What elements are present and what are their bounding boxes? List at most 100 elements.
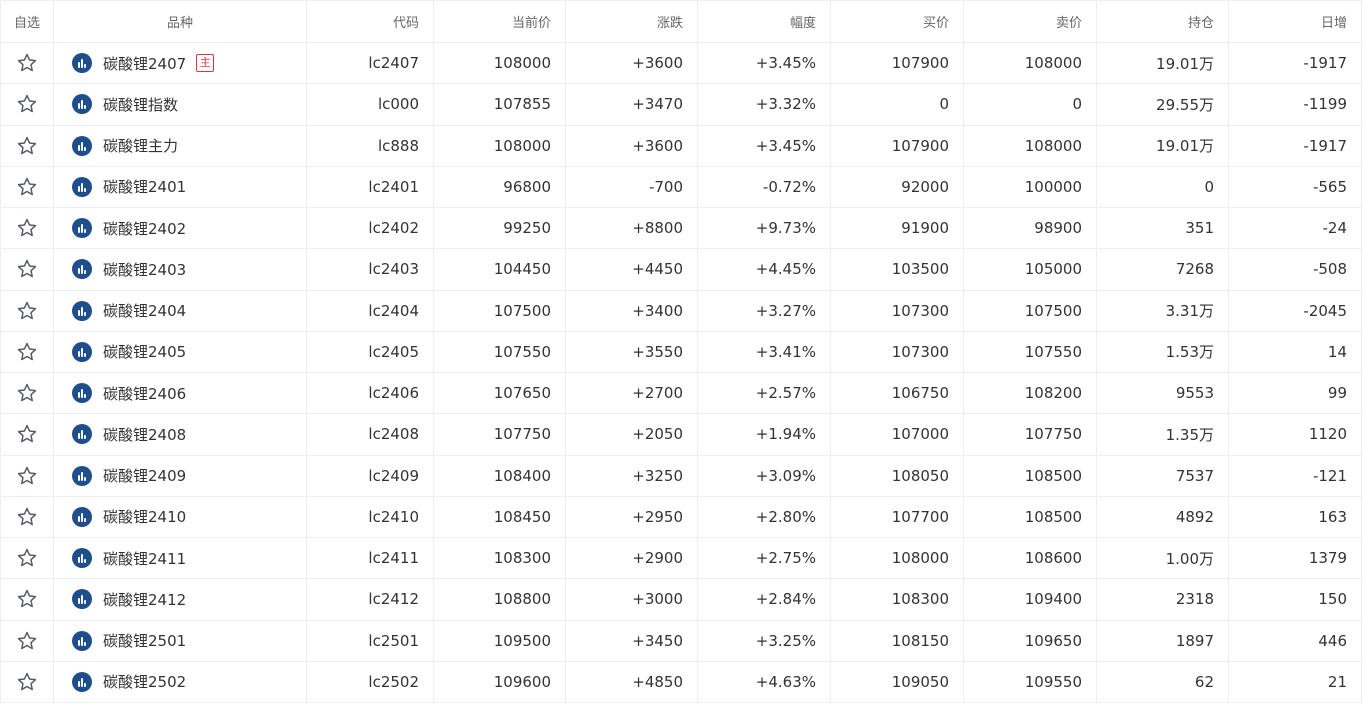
table-row[interactable]: 碳酸锂2408 lc2408 107750 +2050 +1.94% 10700… xyxy=(0,413,1362,456)
star-outline-icon[interactable] xyxy=(16,341,38,363)
table-row[interactable]: 碳酸锂2410 lc2410 108450 +2950 +2.80% 10770… xyxy=(0,495,1362,539)
ask-cell: 108500 xyxy=(963,454,1097,497)
name-cell[interactable]: 碳酸锂主力 xyxy=(53,124,307,167)
star-outline-icon[interactable] xyxy=(16,671,38,693)
table-row[interactable]: 碳酸锂2403 lc2403 104450 +4450 +4.45% 10350… xyxy=(0,248,1362,291)
star-outline-icon[interactable] xyxy=(16,547,38,569)
header-price[interactable]: 当前价 xyxy=(433,0,566,43)
change-cell: +3250 xyxy=(565,454,698,497)
name-cell[interactable]: 碳酸锂2412 xyxy=(53,578,307,621)
chart-icon[interactable] xyxy=(72,135,92,156)
name-cell[interactable]: 碳酸锂2502 xyxy=(53,660,307,704)
open-interest-cell: 1.00万 xyxy=(1096,536,1229,580)
contract-name: 碳酸锂主力 xyxy=(103,137,179,156)
name-cell[interactable]: 碳酸锂2403 xyxy=(53,248,307,291)
table-row[interactable]: 碳酸锂指数 lc000 107855 +3470 +3.32% 0 0 29.5… xyxy=(0,83,1362,126)
header-change[interactable]: 涨跌 xyxy=(565,0,698,43)
table-row[interactable]: 碳酸锂2412 lc2412 108800 +3000 +2.84% 10830… xyxy=(0,578,1362,621)
star-outline-icon[interactable] xyxy=(16,588,38,610)
open-interest-cell: 9553 xyxy=(1096,371,1229,415)
table-row[interactable]: 碳酸锂2411 lc2411 108300 +2900 +2.75% 10800… xyxy=(0,536,1362,580)
contract-name: 碳酸锂2502 xyxy=(103,673,187,692)
name-cell[interactable]: 碳酸锂2407 主 xyxy=(53,41,307,85)
star-outline-icon[interactable] xyxy=(16,300,38,322)
favorite-cell xyxy=(0,289,54,332)
chart-icon[interactable] xyxy=(72,53,92,74)
daily-change-cell: 150 xyxy=(1228,578,1362,621)
table-row[interactable]: 碳酸锂2405 lc2405 107550 +3550 +3.41% 10730… xyxy=(0,330,1362,374)
star-outline-icon[interactable] xyxy=(16,217,38,239)
table-row[interactable]: 碳酸锂主力 lc888 108000 +3600 +3.45% 107900 1… xyxy=(0,124,1362,167)
header-pct[interactable]: 幅度 xyxy=(697,0,831,43)
pct-cell: +3.25% xyxy=(697,619,831,662)
chart-icon[interactable] xyxy=(72,300,92,321)
header-bid[interactable]: 买价 xyxy=(830,0,964,43)
chart-icon[interactable] xyxy=(72,94,92,115)
star-outline-icon[interactable] xyxy=(16,630,38,652)
table-row[interactable]: 碳酸锂2409 lc2409 108400 +3250 +3.09% 10805… xyxy=(0,454,1362,497)
change-cell: +3550 xyxy=(565,330,698,374)
chart-icon[interactable] xyxy=(72,424,92,445)
table-row[interactable]: 碳酸锂2407 主 lc2407 108000 +3600 +3.45% 107… xyxy=(0,41,1362,85)
header-daily-change[interactable]: 日增 xyxy=(1228,0,1362,43)
star-outline-icon[interactable] xyxy=(16,135,38,157)
table-row[interactable]: 碳酸锂2402 lc2402 99250 +8800 +9.73% 91900 … xyxy=(0,206,1362,250)
header-ask[interactable]: 卖价 xyxy=(963,0,1097,43)
name-cell[interactable]: 碳酸锂2408 xyxy=(53,413,307,456)
daily-change-cell: -1199 xyxy=(1228,83,1362,126)
chart-icon[interactable] xyxy=(72,383,92,404)
name-cell[interactable]: 碳酸锂2411 xyxy=(53,536,307,580)
daily-change-cell: -2045 xyxy=(1228,289,1362,332)
table-row[interactable]: 碳酸锂2502 lc2502 109600 +4850 +4.63% 10905… xyxy=(0,660,1362,704)
star-outline-icon[interactable] xyxy=(16,52,38,74)
chart-icon[interactable] xyxy=(72,176,92,197)
contract-name: 碳酸锂2411 xyxy=(103,549,187,568)
chart-icon[interactable] xyxy=(72,671,92,692)
chart-icon[interactable] xyxy=(72,548,92,569)
star-outline-icon[interactable] xyxy=(16,506,38,528)
daily-change-cell: 163 xyxy=(1228,495,1362,539)
pct-cell: +3.45% xyxy=(697,124,831,167)
favorite-cell xyxy=(0,371,54,415)
name-cell[interactable]: 碳酸锂指数 xyxy=(53,83,307,126)
chart-icon[interactable] xyxy=(72,465,92,486)
table-row[interactable]: 碳酸锂2501 lc2501 109500 +3450 +3.25% 10815… xyxy=(0,619,1362,662)
header-name[interactable]: 品种 xyxy=(53,0,307,43)
star-outline-icon[interactable] xyxy=(16,382,38,404)
table-row[interactable]: 碳酸锂2404 lc2404 107500 +3400 +3.27% 10730… xyxy=(0,289,1362,332)
name-cell[interactable]: 碳酸锂2405 xyxy=(53,330,307,374)
name-cell[interactable]: 碳酸锂2410 xyxy=(53,495,307,539)
header-favorite[interactable]: 自选 xyxy=(0,0,54,43)
header-code[interactable]: 代码 xyxy=(306,0,434,43)
chart-icon[interactable] xyxy=(72,259,92,280)
table-row[interactable]: 碳酸锂2401 lc2401 96800 -700 -0.72% 92000 1… xyxy=(0,165,1362,209)
chart-icon[interactable] xyxy=(72,218,92,239)
daily-change-cell: 99 xyxy=(1228,371,1362,415)
pct-cell: +3.45% xyxy=(697,41,831,85)
chart-icon[interactable] xyxy=(72,589,92,610)
code-cell: lc2408 xyxy=(306,413,434,456)
header-open-interest[interactable]: 持仓 xyxy=(1096,0,1229,43)
chart-icon[interactable] xyxy=(72,341,92,362)
star-outline-icon[interactable] xyxy=(16,93,38,115)
bid-cell: 92000 xyxy=(830,165,964,209)
name-cell[interactable]: 碳酸锂2409 xyxy=(53,454,307,497)
name-cell[interactable]: 碳酸锂2402 xyxy=(53,206,307,250)
name-cell[interactable]: 碳酸锂2501 xyxy=(53,619,307,662)
favorite-cell xyxy=(0,660,54,704)
pct-cell: +1.94% xyxy=(697,413,831,456)
ask-cell: 107550 xyxy=(963,330,1097,374)
name-cell[interactable]: 碳酸锂2401 xyxy=(53,165,307,209)
pct-cell: -0.72% xyxy=(697,165,831,209)
table-row[interactable]: 碳酸锂2406 lc2406 107650 +2700 +2.57% 10675… xyxy=(0,371,1362,415)
chart-icon[interactable] xyxy=(72,630,92,651)
name-cell[interactable]: 碳酸锂2404 xyxy=(53,289,307,332)
star-outline-icon[interactable] xyxy=(16,423,38,445)
star-outline-icon[interactable] xyxy=(16,465,38,487)
name-cell[interactable]: 碳酸锂2406 xyxy=(53,371,307,415)
chart-icon[interactable] xyxy=(72,506,92,527)
star-outline-icon[interactable] xyxy=(16,176,38,198)
star-outline-icon[interactable] xyxy=(16,258,38,280)
price-cell: 108800 xyxy=(433,578,566,621)
price-cell: 96800 xyxy=(433,165,566,209)
